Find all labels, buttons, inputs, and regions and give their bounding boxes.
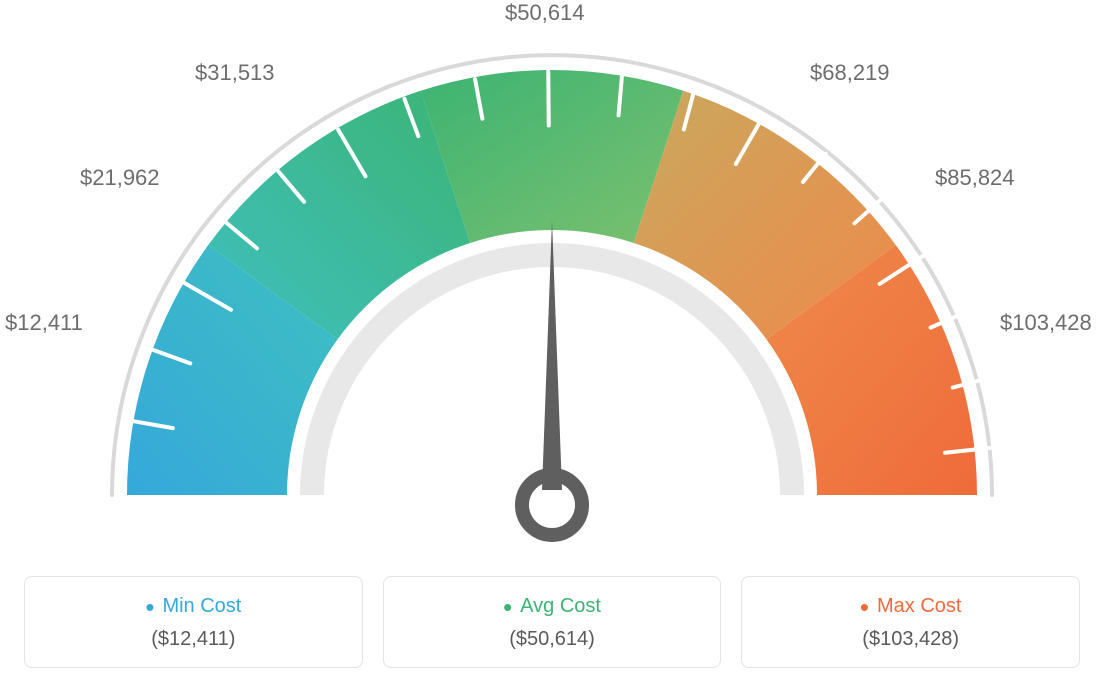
tick-label: $50,614 [505, 0, 585, 26]
legend-max-value: ($103,428) [862, 628, 959, 651]
gauge-svg [52, 50, 1052, 550]
legend-avg-box: Avg Cost ($50,614) [383, 576, 722, 668]
legend-avg-label: Avg Cost [503, 595, 601, 618]
legend-min-label: Min Cost [145, 595, 241, 618]
legend-max-label: Max Cost [860, 595, 962, 618]
gauge-chart: $12,411 $21,962 $31,513 $50,614 $68,219 … [0, 0, 1104, 540]
legend-min-value: ($12,411) [151, 628, 235, 651]
legend-avg-value: ($50,614) [509, 628, 595, 651]
legend-min-box: Min Cost ($12,411) [24, 576, 363, 668]
legend-max-box: Max Cost ($103,428) [741, 576, 1080, 668]
legend-row: Min Cost ($12,411) Avg Cost ($50,614) Ma… [24, 576, 1080, 668]
